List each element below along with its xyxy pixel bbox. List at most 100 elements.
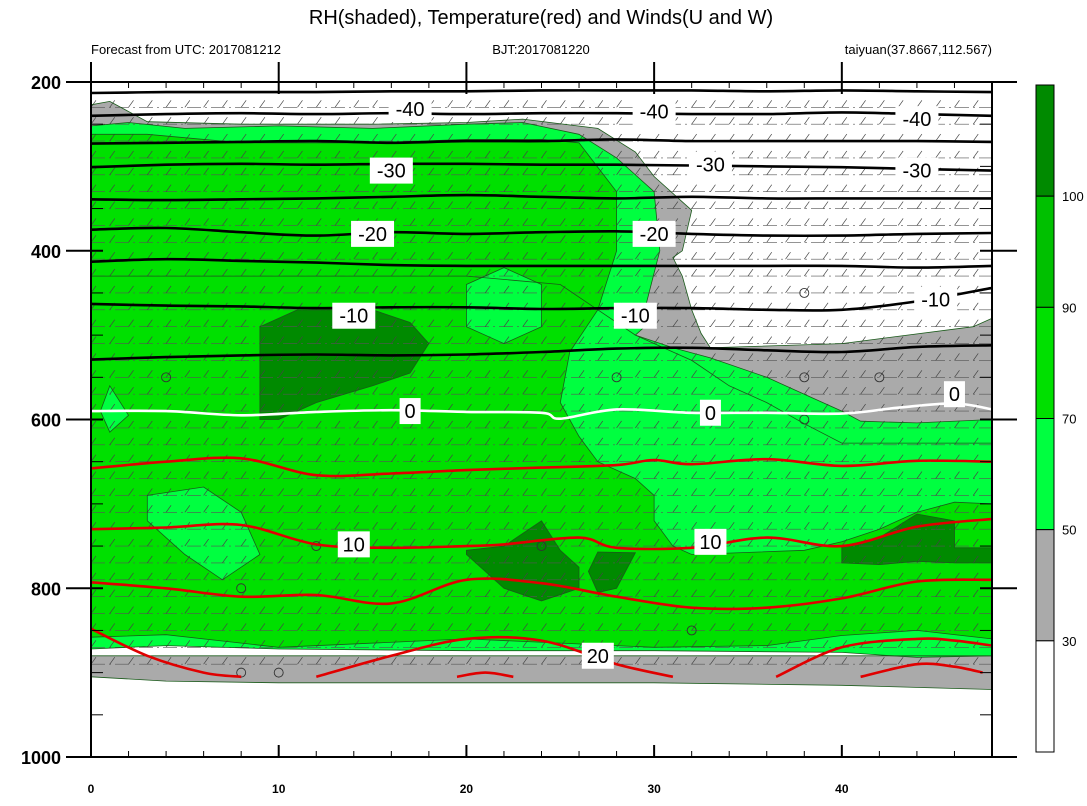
wind-barb bbox=[672, 454, 679, 462]
wind-barb bbox=[860, 336, 866, 344]
wind-barb bbox=[297, 150, 303, 159]
wind-barb bbox=[972, 488, 979, 496]
wind-barb bbox=[653, 555, 660, 564]
wind-barb bbox=[128, 420, 134, 429]
contour-label: -40 bbox=[396, 99, 425, 121]
wind-barb bbox=[728, 656, 735, 665]
wind-barb bbox=[616, 488, 622, 496]
wind-barb bbox=[240, 471, 247, 479]
wind-barb bbox=[879, 353, 885, 361]
wind-barb bbox=[860, 201, 866, 209]
wind-barb bbox=[334, 285, 341, 294]
wind-barb bbox=[559, 656, 566, 665]
wind-barb bbox=[503, 319, 510, 327]
wind-barb bbox=[109, 336, 116, 344]
wind-barb bbox=[297, 505, 303, 513]
wind-barb bbox=[672, 623, 679, 631]
wind-barb bbox=[879, 285, 885, 294]
wind-barb bbox=[841, 319, 848, 327]
wind-barb bbox=[128, 488, 134, 496]
wind-barb bbox=[278, 420, 284, 429]
contour-label: 0 bbox=[405, 401, 416, 423]
wind-barb bbox=[954, 555, 960, 564]
contour-label: -30 bbox=[902, 161, 931, 183]
wind-barb bbox=[503, 521, 510, 530]
wind-barb bbox=[541, 100, 547, 108]
colorbar-label: 100 bbox=[1062, 189, 1084, 204]
wind-barb bbox=[804, 488, 810, 496]
wind-barb bbox=[879, 623, 885, 631]
wind-barb bbox=[522, 572, 529, 581]
wind-barb bbox=[616, 420, 622, 429]
wind-barb bbox=[804, 505, 810, 513]
rh-shading-layer bbox=[91, 101, 992, 690]
wind-barb bbox=[972, 538, 979, 547]
wind-barb bbox=[541, 167, 547, 176]
wind-barb bbox=[484, 640, 491, 648]
wind-barb bbox=[353, 437, 360, 446]
wind-barb bbox=[428, 150, 435, 159]
wind-barb bbox=[447, 488, 453, 496]
wind-barb bbox=[297, 555, 303, 564]
wind-barb bbox=[691, 353, 697, 361]
wind-barb bbox=[822, 640, 829, 648]
wind-barb bbox=[710, 201, 716, 209]
wind-barb bbox=[184, 606, 191, 614]
wind-barb bbox=[578, 116, 585, 125]
wind-barb bbox=[860, 116, 866, 125]
wind-barb bbox=[259, 184, 266, 192]
wind-barb bbox=[222, 471, 228, 479]
colorbar-label: 90 bbox=[1062, 300, 1076, 315]
contour-label-box bbox=[895, 106, 939, 133]
wind-barb bbox=[503, 167, 510, 176]
wind-barb bbox=[466, 623, 472, 631]
wind-barb bbox=[484, 403, 491, 412]
wind-barb bbox=[315, 184, 322, 192]
wind-barb bbox=[541, 403, 547, 412]
wind-barb bbox=[597, 100, 604, 108]
wind-barb bbox=[691, 100, 697, 108]
wind-barb bbox=[879, 606, 885, 614]
wind-barb bbox=[672, 437, 679, 446]
wind-barb bbox=[484, 454, 491, 462]
wind-barb bbox=[203, 505, 209, 513]
wind-barb bbox=[616, 386, 622, 395]
wind-barb bbox=[616, 623, 622, 631]
wind-barb bbox=[240, 606, 247, 614]
wind-barb bbox=[203, 471, 209, 479]
wind-barb bbox=[466, 454, 472, 462]
wind-barb bbox=[691, 116, 697, 125]
wind-barb bbox=[484, 521, 491, 530]
wind-barb bbox=[578, 454, 585, 462]
wind-barb bbox=[860, 285, 866, 294]
wind-barb bbox=[766, 471, 773, 479]
wind-barb bbox=[935, 471, 941, 479]
wind-barb bbox=[391, 150, 397, 159]
wind-barb bbox=[466, 555, 472, 564]
wind-barb bbox=[897, 589, 904, 597]
wind-barb bbox=[447, 454, 453, 462]
wind-barb bbox=[653, 336, 660, 344]
wind-barb bbox=[597, 184, 604, 192]
wind-barb bbox=[728, 555, 735, 564]
wind-barb bbox=[240, 640, 247, 648]
wind-barb bbox=[372, 505, 378, 513]
wind-barb bbox=[710, 505, 716, 513]
rh-contour bbox=[91, 655, 992, 690]
wind-barb bbox=[785, 656, 791, 665]
wind-barb bbox=[597, 623, 604, 631]
wind-barb bbox=[747, 521, 754, 530]
wind-barb bbox=[972, 336, 979, 344]
wind-barb bbox=[785, 403, 791, 412]
wind-barb bbox=[503, 640, 510, 648]
wind-barb bbox=[597, 505, 604, 513]
y-tick-label: 1000 bbox=[21, 748, 61, 768]
wind-barb bbox=[466, 437, 472, 446]
wind-barb bbox=[766, 538, 773, 547]
wind-barb bbox=[860, 623, 866, 631]
wind-barb bbox=[240, 538, 247, 547]
contour-label: -20 bbox=[640, 224, 669, 246]
wind-barb bbox=[466, 521, 472, 530]
wind-barb bbox=[541, 201, 547, 209]
wind-barb bbox=[578, 353, 585, 361]
